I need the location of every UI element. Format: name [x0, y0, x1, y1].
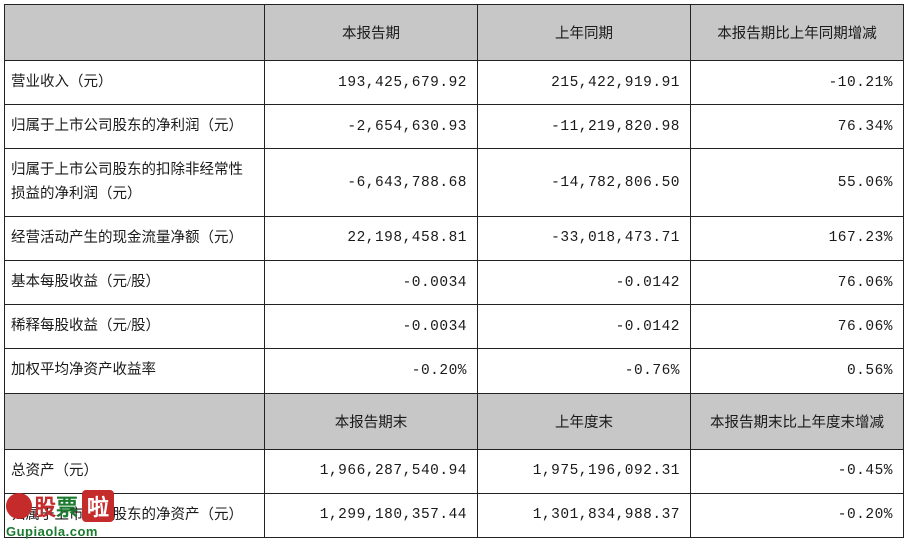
- row-value: 76.06%: [691, 305, 904, 349]
- row-label: 营业收入（元）: [5, 61, 265, 105]
- row-label: 稀释每股收益（元/股）: [5, 305, 265, 349]
- financial-table-container: 本报告期 上年同期 本报告期比上年同期增减 营业收入（元） 193,425,67…: [4, 4, 904, 538]
- row-value: 0.56%: [691, 349, 904, 393]
- row-value: 1,301,834,988.37: [478, 493, 691, 537]
- table-row: 经营活动产生的现金流量净额（元） 22,198,458.81 -33,018,4…: [5, 216, 904, 260]
- table-row: 归属于上市公司股东的净利润（元） -2,654,630.93 -11,219,8…: [5, 105, 904, 149]
- row-value: 76.06%: [691, 260, 904, 304]
- header-end-change: 本报告期末比上年度末增减: [691, 393, 904, 449]
- row-label: 经营活动产生的现金流量净额（元）: [5, 216, 265, 260]
- header-prior-period: 上年同期: [478, 5, 691, 61]
- row-value: -0.45%: [691, 449, 904, 493]
- row-label: 总资产（元）: [5, 449, 265, 493]
- row-label: 基本每股收益（元/股）: [5, 260, 265, 304]
- row-value: -0.0142: [478, 305, 691, 349]
- row-value: 193,425,679.92: [265, 61, 478, 105]
- row-value: -0.0034: [265, 305, 478, 349]
- row-value: -0.76%: [478, 349, 691, 393]
- row-label: 归属于上市公司股东的净利润（元）: [5, 105, 265, 149]
- row-value: 1,299,180,357.44: [265, 493, 478, 537]
- row-label: 归属于上市公司股东的扣除非经常性损益的净利润（元）: [5, 149, 265, 216]
- table-row: 总资产（元） 1,966,287,540.94 1,975,196,092.31…: [5, 449, 904, 493]
- table-row: 营业收入（元） 193,425,679.92 215,422,919.91 -1…: [5, 61, 904, 105]
- row-value: -0.20%: [265, 349, 478, 393]
- row-value: 55.06%: [691, 149, 904, 216]
- header-current-period: 本报告期: [265, 5, 478, 61]
- row-value: -33,018,473.71: [478, 216, 691, 260]
- table-row: 稀释每股收益（元/股） -0.0034 -0.0142 76.06%: [5, 305, 904, 349]
- header-blank: [5, 5, 265, 61]
- row-label: 归属于上市公司股东的净资产（元）: [5, 493, 265, 537]
- row-value: -0.20%: [691, 493, 904, 537]
- row-value: 1,966,287,540.94: [265, 449, 478, 493]
- row-value: -6,643,788.68: [265, 149, 478, 216]
- table-row: 加权平均净资产收益率 -0.20% -0.76% 0.56%: [5, 349, 904, 393]
- header-change: 本报告期比上年同期增减: [691, 5, 904, 61]
- table-row: 基本每股收益（元/股） -0.0034 -0.0142 76.06%: [5, 260, 904, 304]
- row-value: 76.34%: [691, 105, 904, 149]
- header-end-prior-year: 上年度末: [478, 393, 691, 449]
- header-blank: [5, 393, 265, 449]
- row-value: -0.0142: [478, 260, 691, 304]
- row-value: 167.23%: [691, 216, 904, 260]
- header-end-period: 本报告期末: [265, 393, 478, 449]
- table-row: 归属于上市公司股东的扣除非经常性损益的净利润（元） -6,643,788.68 …: [5, 149, 904, 216]
- row-value: -0.0034: [265, 260, 478, 304]
- row-value: 1,975,196,092.31: [478, 449, 691, 493]
- table-row: 归属于上市公司股东的净资产（元） 1,299,180,357.44 1,301,…: [5, 493, 904, 537]
- table-header-row: 本报告期末 上年度末 本报告期末比上年度末增减: [5, 393, 904, 449]
- financial-table: 本报告期 上年同期 本报告期比上年同期增减 营业收入（元） 193,425,67…: [4, 4, 904, 538]
- row-value: -2,654,630.93: [265, 105, 478, 149]
- row-value: -14,782,806.50: [478, 149, 691, 216]
- row-label: 加权平均净资产收益率: [5, 349, 265, 393]
- table-header-row: 本报告期 上年同期 本报告期比上年同期增减: [5, 5, 904, 61]
- row-value: 215,422,919.91: [478, 61, 691, 105]
- row-value: -10.21%: [691, 61, 904, 105]
- row-value: -11,219,820.98: [478, 105, 691, 149]
- row-value: 22,198,458.81: [265, 216, 478, 260]
